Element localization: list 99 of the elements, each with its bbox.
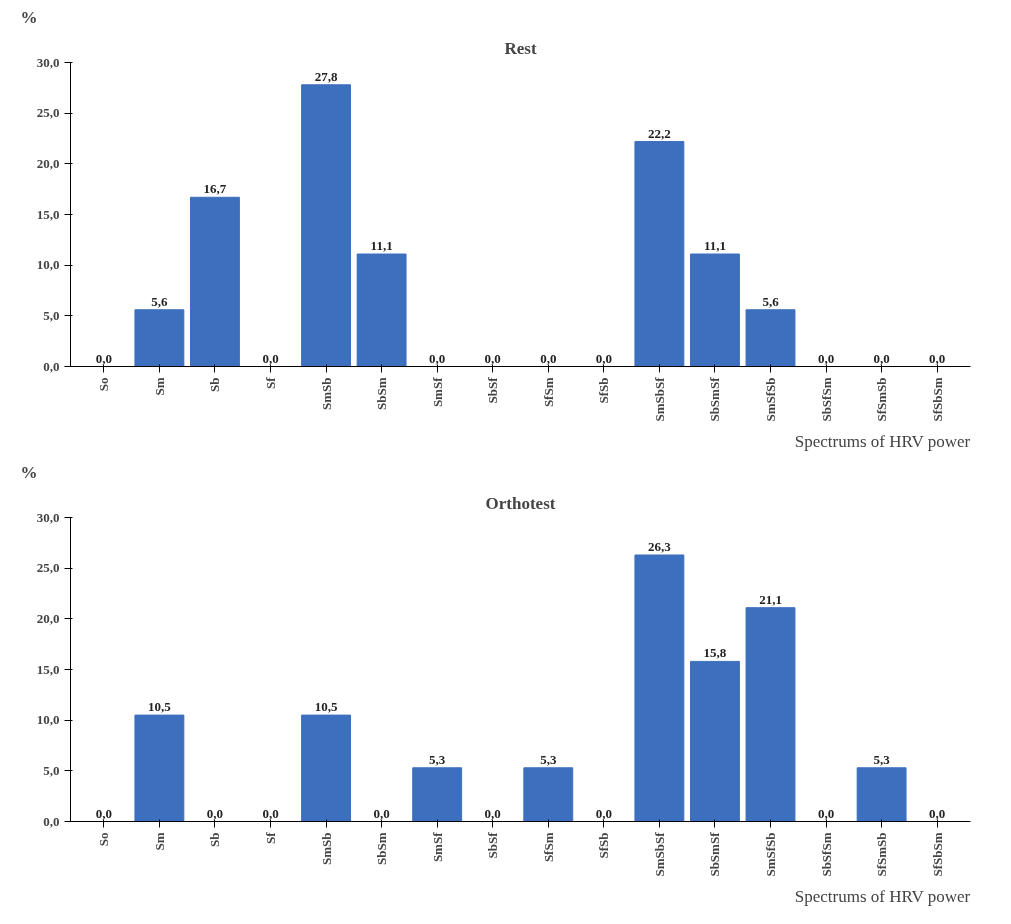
bar [134,309,185,367]
x-tick-label: SfSb [596,832,612,859]
x-tick-label: SmSf [429,831,445,863]
y-tick-label: 30,0 [36,509,60,525]
x-tick-label: SbSf [485,831,501,859]
bar [301,84,351,367]
bar [634,554,685,822]
data-label: 0,0 [95,350,112,366]
data-label: 5,3 [873,751,891,767]
y-tick-label: 10,0 [36,712,60,728]
bar [745,607,796,822]
y-tick-label: 20,0 [36,610,60,626]
y-tick-label: 5,0 [43,762,60,778]
x-tick-label: SbSfSm [818,377,834,422]
data-label: 0,0 [595,805,612,821]
data-label: 0,0 [206,805,224,821]
bar [412,767,463,822]
chart-title: Orthotest [485,493,556,513]
x-tick-label: SmSbSf [651,831,667,877]
x-tick-label: SfSmSb [874,832,890,877]
y-tick-label: 30,0 [36,54,60,70]
y-tick-label: 25,0 [36,560,60,576]
x-tick-label: SmSb [318,377,334,411]
x-tick-label: SbSfSm [818,832,834,877]
x-tick-label: Sm [151,832,167,851]
x-tick-label: SbSf [485,376,501,404]
x-tick-label: SfSb [596,377,612,404]
data-label: 5,3 [540,751,557,767]
data-label: 11,1 [703,238,726,254]
x-tick-label: SfSbSm [929,832,945,877]
y-axis-title: % [20,7,38,27]
data-label: 10,5 [314,699,338,715]
x-tick-label: SbSmSf [707,831,723,877]
bar [690,253,740,367]
data-label: 0,0 [262,350,279,366]
data-label: 16,7 [203,181,227,197]
y-tick-label: 5,0 [43,307,60,323]
bar [690,660,740,822]
data-label: 0,0 [373,805,390,821]
y-tick-label: 15,0 [36,661,60,677]
bar [134,714,185,822]
x-tick-label: Sf [263,376,278,390]
x-axis-title: Spectrums of HRV power [794,431,971,451]
data-label: 0,0 [595,350,612,366]
bar [190,196,240,367]
data-label: 0,0 [95,805,112,821]
data-label: 27,8 [314,68,338,84]
data-label: 10,5 [148,699,172,715]
data-label: 21,1 [759,591,782,607]
data-label: 5,3 [429,751,446,767]
x-tick-label: Sb [207,832,223,847]
x-tick-label: Sf [263,831,278,845]
x-tick-label: SfSmSb [874,377,890,422]
x-tick-label: SbSm [374,832,390,866]
data-label: 0,0 [540,350,557,366]
x-tick-label: SfSm [540,377,556,408]
data-label: 0,0 [817,350,835,366]
bar [634,141,685,367]
y-axis-title: % [20,462,38,482]
y-tick-label: 20,0 [36,155,60,171]
x-tick-label: SmSb [318,832,334,866]
x-axis-title: Spectrums of HRV power [794,886,971,906]
data-label: 26,3 [648,538,672,554]
bar [523,767,574,822]
data-label: 0,0 [929,350,946,366]
data-label: 22,2 [648,125,671,141]
x-tick-label: SmSfSb [763,377,778,422]
x-tick-label: Sb [207,377,223,392]
x-tick-label: SmSbSf [651,376,667,422]
data-label: 0,0 [929,805,946,821]
data-label: 15,8 [703,645,727,661]
bar [356,253,407,367]
x-tick-label: SfSbSm [929,377,945,422]
bar [301,714,351,822]
data-label: 0,0 [817,805,835,821]
x-tick-label: SmSf [429,376,445,408]
bar [745,309,796,367]
data-label: 0,0 [262,805,279,821]
x-tick-label: SfSm [540,832,556,863]
y-tick-label: 0,0 [43,813,60,829]
data-label: 0,0 [429,350,446,366]
x-tick-label: SbSm [374,377,390,411]
x-tick-label: Sm [151,377,167,396]
data-label: 5,6 [762,293,780,309]
data-label: 0,0 [873,350,890,366]
data-label: 0,0 [484,350,501,366]
y-tick-label: 15,0 [36,206,60,222]
x-tick-label: SbSmSf [707,376,723,422]
y-tick-label: 25,0 [36,105,60,121]
data-label: 11,1 [370,238,393,254]
data-label: 0,0 [484,805,501,821]
x-tick-label: So [96,377,112,392]
x-tick-label: So [96,832,112,847]
x-tick-label: SmSfSb [763,832,778,877]
bar [856,767,907,822]
data-label: 5,6 [151,293,169,309]
y-tick-label: 0,0 [43,358,60,374]
chart-title: Rest [504,38,537,58]
y-tick-label: 10,0 [36,257,60,273]
